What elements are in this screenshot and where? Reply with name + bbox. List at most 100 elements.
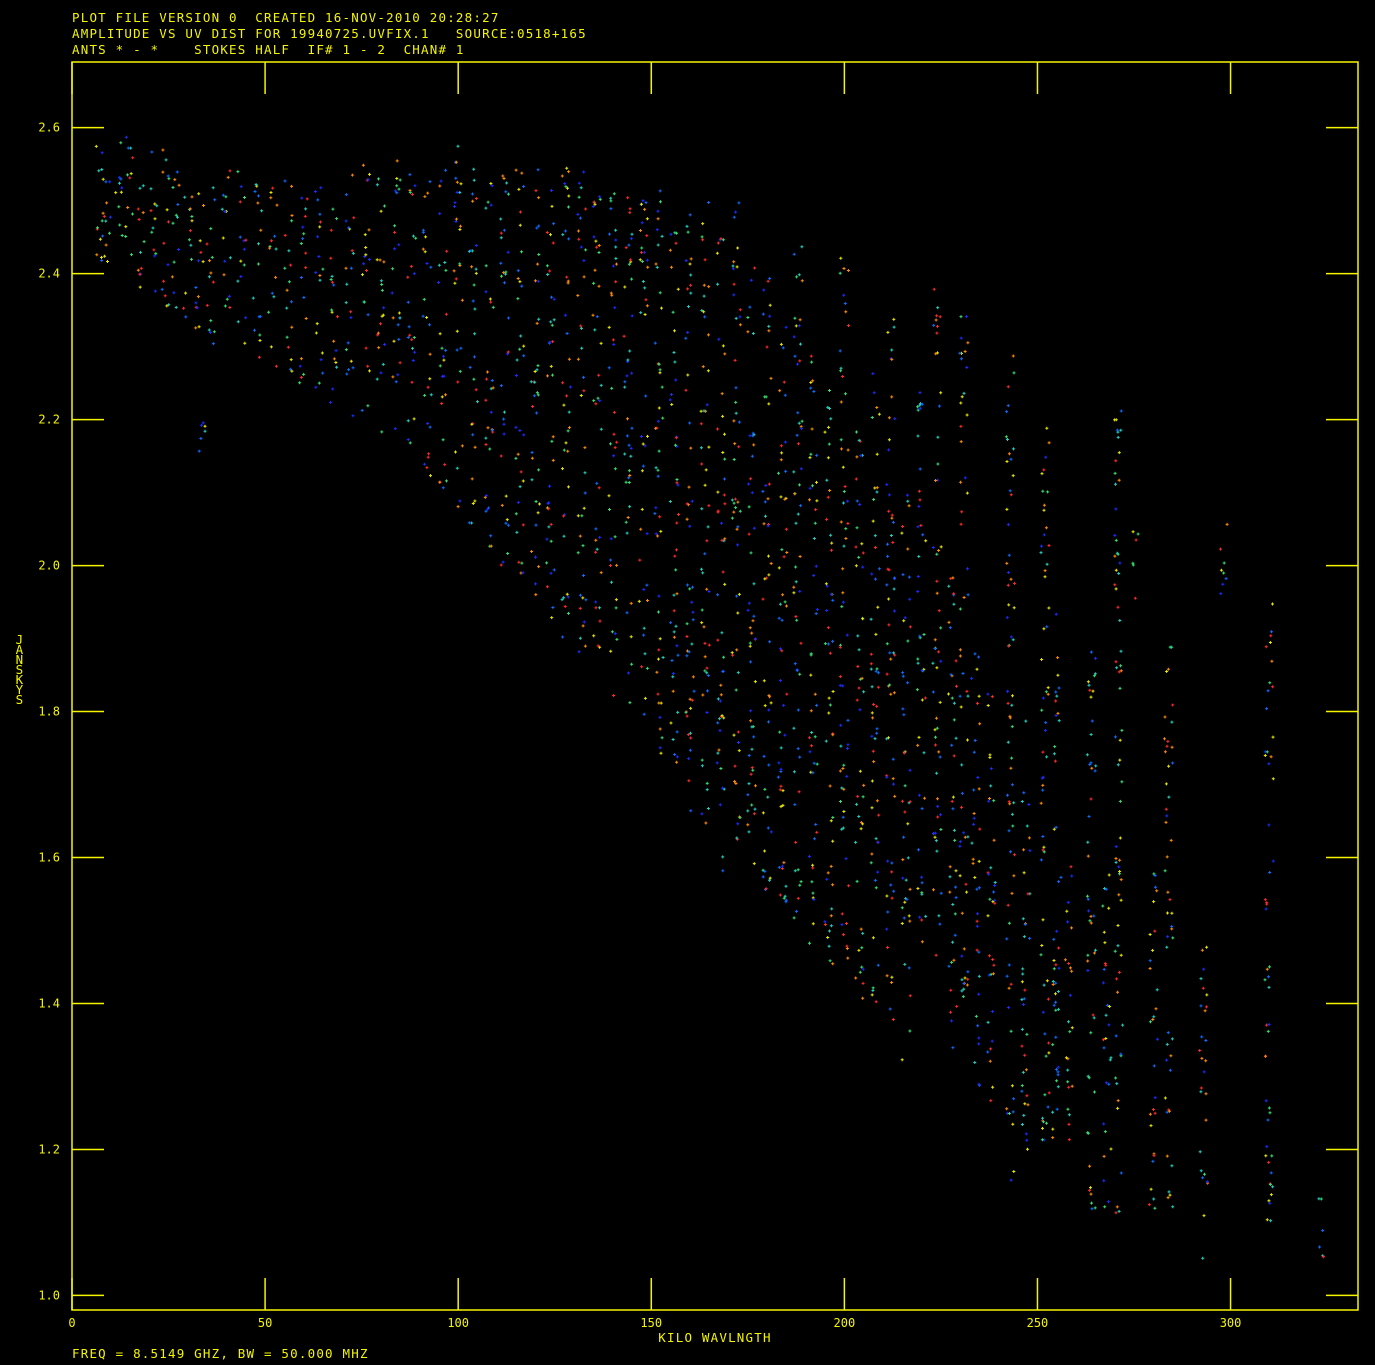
data-point [349,266,353,270]
data-point [684,388,688,392]
data-point [809,381,813,384]
data-point [738,323,742,327]
data-point [1044,455,1048,459]
data-point [763,500,767,504]
data-point [976,912,979,916]
data-point [733,780,737,783]
data-point [966,593,970,597]
data-point [721,238,725,242]
data-point [1169,1054,1173,1058]
data-point [986,914,990,918]
data-point [668,248,672,252]
data-point [335,217,339,221]
data-point [1021,917,1025,921]
data-point [283,179,287,183]
data-point [299,357,303,361]
data-point [1198,1150,1202,1154]
data-point [1089,1031,1093,1035]
y-axis-title-letter: J [16,632,25,647]
data-point [988,753,992,757]
data-point [488,297,492,301]
data-point [785,551,789,554]
data-point [364,253,368,257]
data-point [271,186,275,190]
data-point [622,334,626,338]
data-point [94,144,98,148]
data-point [904,878,908,882]
data-point [748,626,752,630]
data-point [375,258,379,262]
data-point [777,566,781,570]
data-point [269,196,273,200]
data-point [390,291,394,295]
data-point [1054,1035,1058,1039]
data-point [966,970,970,974]
data-point [838,675,842,679]
data-point [96,226,99,230]
data-point [562,448,566,452]
data-point [552,222,556,226]
data-point [701,365,705,369]
data-point [1066,1107,1070,1111]
data-point [332,339,336,343]
data-point [584,207,588,211]
data-point [109,215,112,219]
data-point [737,592,741,596]
data-point [920,918,924,922]
data-point [841,815,845,819]
data-point [916,405,920,409]
data-point [900,1058,904,1062]
data-point [888,651,892,655]
data-point [720,631,724,635]
data-point [515,358,519,362]
data-point [761,868,765,872]
data-point [583,446,587,450]
data-point [421,247,425,251]
data-point [1069,865,1073,869]
data-point [975,887,979,891]
data-point [1065,909,1069,913]
data-point [892,317,896,321]
data-point [935,314,939,318]
data-point [637,599,641,603]
data-point [1168,1109,1171,1113]
data-point [545,264,549,268]
data-point [507,192,510,196]
data-point [382,260,386,264]
data-point [640,250,643,254]
data-point [831,962,835,966]
x-tick-label: 250 [1027,1316,1049,1330]
data-point [688,587,692,591]
data-point [812,898,816,901]
data-point [950,960,954,964]
data-point [799,504,803,508]
data-point [1155,1037,1159,1041]
data-point [644,298,648,302]
data-point [688,213,692,217]
data-point [792,335,796,339]
data-point [815,608,819,611]
data-point [736,500,740,504]
data-point [1052,937,1056,941]
data-point [855,430,858,434]
data-point [977,1042,981,1046]
data-point [937,404,941,408]
data-point [1006,903,1010,907]
data-point [1115,428,1119,432]
data-point [344,266,348,270]
data-point [721,570,725,574]
data-point [423,393,427,397]
data-point [960,978,964,982]
data-point [657,657,660,661]
data-point [1265,750,1269,754]
data-point [936,815,940,819]
data-point [174,305,178,309]
data-point [1086,894,1089,898]
data-point [194,301,198,305]
data-point [827,642,830,646]
data-point [1166,667,1170,671]
data-point [815,499,819,503]
data-point [794,324,798,328]
data-point [227,294,231,298]
header-line-2: AMPLITUDE VS UV DIST FOR 19940725.UVFIX.… [72,26,587,41]
